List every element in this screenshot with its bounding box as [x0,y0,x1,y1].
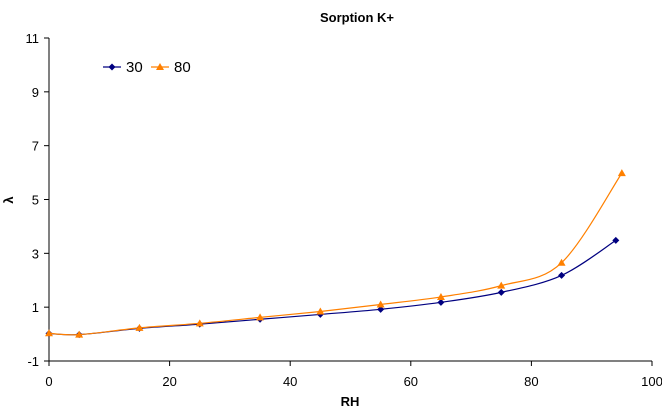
series-80-point [75,330,84,338]
series-layer [45,169,626,339]
series-30 [45,236,620,339]
x-tick-label: 40 [283,374,297,389]
chart-title: Sorption K+ [320,10,394,25]
series-80-point [135,323,144,331]
series-30-point [558,271,566,279]
x-tick-label: 100 [641,374,662,389]
series-80-point [45,329,53,337]
series-80-point [195,319,204,327]
legend-marker-30 [108,63,116,71]
x-axis-title: RH [341,394,360,409]
plot-area: -1 1 3 5 7 9 11 0 20 40 60 80 100 [26,31,662,389]
y-tick-label: -1 [27,354,39,369]
series-80-point [436,292,445,300]
series-80-point [316,307,325,315]
y-tick-label: 11 [26,31,40,46]
series-80-point [497,281,506,289]
legend-marker-80 [156,63,164,70]
y-tick-label: 7 [32,139,39,154]
y-tick-label: 5 [32,193,39,208]
series-80-line [48,172,623,336]
x-tick-label: 80 [524,374,538,389]
legend-label-30: 30 [126,59,143,76]
series-30-point [437,298,445,306]
legend-label-80: 80 [174,59,191,76]
series-80-point [256,313,265,321]
series-80-point [376,300,385,308]
series-80 [45,169,626,338]
series-30-point [612,236,620,244]
series-30-point [377,305,385,313]
x-tick-label: 20 [162,374,176,389]
series-80-point [617,169,626,177]
x-tick-label: 0 [45,374,52,389]
y-tick-label: 9 [32,85,39,100]
y-axis-title: λ [1,196,16,204]
y-tick-label: 3 [32,246,39,261]
x-tick-label: 60 [404,374,418,389]
series-30-point [497,288,505,296]
series-80-point [557,258,566,266]
y-tick-label: 1 [32,300,39,315]
x-ticks: 0 20 40 60 80 100 [45,361,662,389]
legend: 30 80 [103,59,191,76]
series-30-line [48,239,617,336]
y-ticks: -1 1 3 5 7 9 11 [26,31,49,369]
